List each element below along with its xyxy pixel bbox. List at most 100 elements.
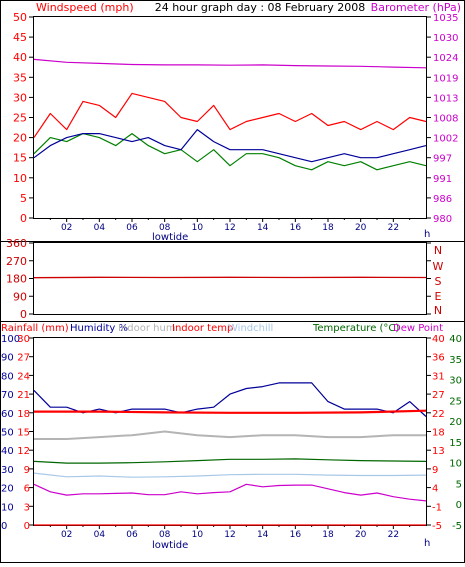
x-tick-label: 18 <box>322 530 334 540</box>
x-tick-label: 08 <box>159 530 171 540</box>
y-tick-label-rainfall: 15 <box>17 428 30 439</box>
y-tick-label-left: 50 <box>13 11 27 24</box>
panel1-left-axis-label: Windspeed (mph) <box>36 1 134 14</box>
y-tick-label-rainfall: 0 <box>24 521 30 532</box>
y-tick-label-humidity: 80 <box>1 371 14 382</box>
y-tick-label-left: 180 <box>6 273 27 286</box>
y-tick-label-rainfall: 6 <box>24 484 30 495</box>
x-tick-label: 02 <box>61 223 72 233</box>
legend-entry: Indoor temp <box>172 323 233 334</box>
y-tick-label-temperature: 36 <box>432 353 445 364</box>
y-tick-label-left: 15 <box>13 152 27 165</box>
y-tick-label-rainfall: 12 <box>17 446 30 457</box>
y-tick-label-rainfall: 3 <box>24 502 30 513</box>
y-tick-label-dewpoint: 0 <box>456 500 462 511</box>
y-tick-label-rainfall: 27 <box>17 353 30 364</box>
y-tick-label-dewpoint: 20 <box>449 417 462 428</box>
y-tick-label-left: 270 <box>6 255 27 268</box>
direction-letter-0: N <box>434 244 442 257</box>
x-tick-label: 12 <box>224 530 235 540</box>
x-tick-label: 18 <box>322 223 334 233</box>
y-tick-label-humidity: 0 <box>1 521 7 532</box>
legend-entry: Indoor hum <box>118 323 176 334</box>
x-tick-label: 12 <box>224 223 235 233</box>
direction-letter-4: N <box>434 304 442 317</box>
direction-letter-1: W <box>433 260 444 273</box>
y-tick-label-right: 980 <box>433 214 452 225</box>
y-tick-label-dewpoint: 15 <box>449 438 462 449</box>
legend-entry: Temperature (°C) <box>312 323 399 334</box>
y-tick-label-humidity: 70 <box>1 390 14 401</box>
y-tick-label-rainfall: 18 <box>17 409 30 420</box>
y-tick-label-dewpoint: 40 <box>449 334 462 345</box>
y-tick-label-rainfall: 9 <box>24 465 30 476</box>
y-tick-label-right: 1024 <box>433 53 458 64</box>
y-tick-label-temperature: 13 <box>432 446 445 457</box>
y-tick-label-left: 20 <box>13 132 27 145</box>
y-tick-label-temperature: 4 <box>432 484 438 495</box>
y-tick-label-left: 360 <box>6 237 27 250</box>
legend-entry: Rainfall (mm) <box>1 323 69 334</box>
y-tick-label-humidity: 90 <box>1 353 14 364</box>
y-tick-label-temperature: 18 <box>432 428 445 439</box>
panel3-x-annotation: lowtide <box>152 540 188 551</box>
x-tick-label: 04 <box>94 530 106 540</box>
y-tick-label-dewpoint: 25 <box>449 396 462 407</box>
x-tick-label: 22 <box>388 530 399 540</box>
x-tick-label: 04 <box>94 223 106 233</box>
y-tick-label-left: 30 <box>13 91 27 104</box>
y-tick-label-humidity: 40 <box>1 446 14 457</box>
x-tick-label: 22 <box>388 223 399 233</box>
y-tick-label-left: 0 <box>20 308 27 321</box>
direction-letter-2: S <box>435 275 442 288</box>
x-tick-label: 20 <box>355 223 367 233</box>
y-tick-label-right: 1030 <box>433 33 458 44</box>
y-tick-label-right: 991 <box>433 174 452 185</box>
x-tick-label: 10 <box>192 530 204 540</box>
y-tick-label-temperature: 27 <box>432 390 445 401</box>
y-tick-label-right: 1019 <box>433 73 458 84</box>
panel1-x-unit: h <box>424 229 430 240</box>
x-tick-label: 16 <box>290 223 302 233</box>
x-tick-label: 06 <box>126 223 138 233</box>
y-tick-label-dewpoint: 30 <box>449 376 462 387</box>
panel1-title: 24 hour graph day : 08 February 2008 <box>155 1 366 14</box>
y-tick-label-right: 1035 <box>433 13 458 24</box>
y-tick-label-left: 10 <box>13 172 27 185</box>
y-tick-label-right: 1002 <box>433 134 458 145</box>
y-tick-label-humidity: 10 <box>1 502 14 513</box>
y-tick-label-rainfall: 21 <box>17 390 30 401</box>
y-tick-label-temperature: -1 <box>432 502 442 513</box>
x-tick-label: 02 <box>61 530 72 540</box>
panel3-x-unit: h <box>424 538 430 549</box>
x-tick-label: 20 <box>355 530 367 540</box>
y-tick-label-dewpoint: -5 <box>452 521 462 532</box>
direction-letter-3: E <box>435 290 442 303</box>
y-tick-label-temperature: 31 <box>432 371 445 382</box>
y-tick-label-left: 25 <box>13 112 27 125</box>
y-tick-label-left: 45 <box>13 31 27 44</box>
y-tick-label-humidity: 60 <box>1 409 14 420</box>
y-tick-label-dewpoint: 10 <box>449 459 462 470</box>
y-tick-label-rainfall: 24 <box>17 371 30 382</box>
x-tick-label: 06 <box>126 530 138 540</box>
x-tick-label: 14 <box>257 223 269 233</box>
y-tick-label-right: 1008 <box>433 114 458 125</box>
legend-entry: Dew Point <box>393 323 443 334</box>
y-tick-label-left: 90 <box>13 290 27 303</box>
y-tick-label-left: 35 <box>13 71 27 84</box>
y-tick-label-temperature: 22 <box>432 409 445 420</box>
y-tick-label-dewpoint: 5 <box>456 479 462 490</box>
y-tick-label-left: 5 <box>20 192 27 205</box>
y-tick-label-humidity: 20 <box>1 484 14 495</box>
y-tick-label-temperature: 9 <box>432 465 438 476</box>
y-tick-label-dewpoint: 35 <box>449 355 462 366</box>
y-tick-label-humidity: 30 <box>1 465 14 476</box>
y-tick-label-temperature: 40 <box>432 334 445 345</box>
x-tick-label: 10 <box>192 223 204 233</box>
y-tick-label-rainfall: 30 <box>17 334 30 345</box>
x-tick-label: 14 <box>257 530 269 540</box>
